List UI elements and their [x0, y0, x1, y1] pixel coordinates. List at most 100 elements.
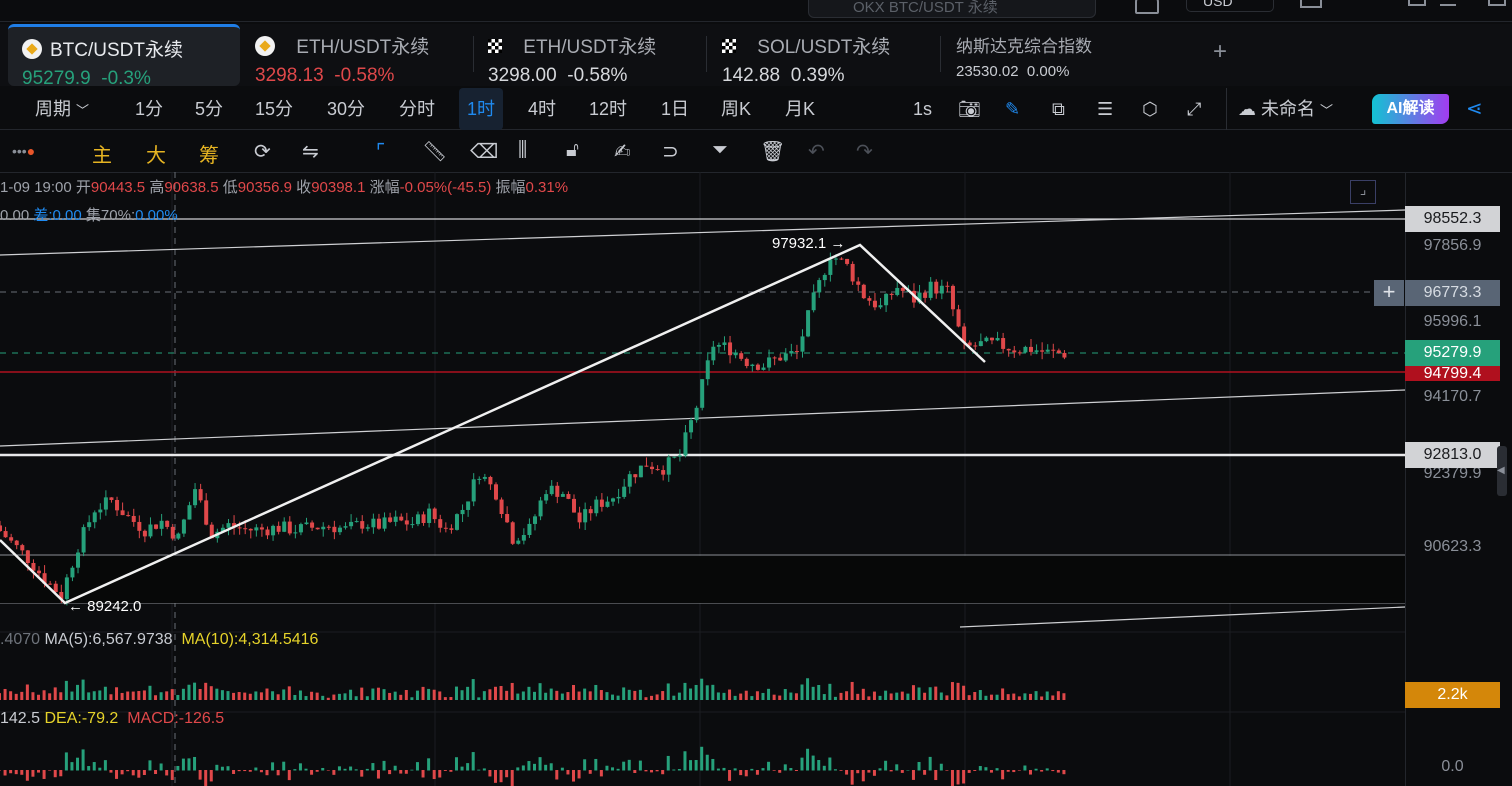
- interval-1s[interactable]: 1s: [913, 99, 933, 119]
- candle-body: [276, 525, 281, 532]
- bookmark-cursor-icon[interactable]: ⌜: [376, 141, 386, 163]
- candle-body: [566, 494, 571, 499]
- candles-icon[interactable]: ⫼: [518, 139, 528, 161]
- volume-bar: [872, 691, 876, 700]
- macd-bar: [889, 770, 893, 772]
- crosshair-price-badge: 96773.3: [1405, 280, 1500, 306]
- tab-nasdaq[interactable]: 纳斯达克综合指数 23530.02 0.00%: [956, 24, 1176, 86]
- add-tab-button[interactable]: +: [1213, 38, 1228, 65]
- add-window-icon[interactable]: ⧉: [1052, 99, 1065, 119]
- settings-hexagon-icon[interactable]: ⬡: [1142, 99, 1158, 119]
- period-4[interactable]: 分时: [399, 99, 435, 119]
- filter-icon[interactable]: ⏷: [712, 139, 728, 161]
- layout-save-dropdown[interactable]: ☁ 未命名 ﹀: [1238, 88, 1333, 130]
- tab-eth-usdt-okx[interactable]: ETH/USDT永续 3298.00 -0.58%: [488, 24, 698, 86]
- candle-body: [1040, 350, 1045, 352]
- candlestick-chart[interactable]: 97932.1 → ← 89242.0: [0, 172, 1500, 786]
- list-icon[interactable]: ☰: [1097, 99, 1114, 119]
- magnet-icon[interactable]: ⊃: [662, 141, 679, 163]
- volume-bar: [326, 697, 330, 700]
- bell-icon[interactable]: [1135, 0, 1159, 14]
- volume-bar: [215, 688, 219, 700]
- eraser-icon[interactable]: ⌫: [470, 141, 499, 163]
- layout-icon[interactable]: [1300, 0, 1322, 8]
- redo-icon[interactable]: ↷: [856, 141, 873, 163]
- collapse-panel-handle[interactable]: ◀: [1497, 446, 1507, 496]
- candle-body: [700, 379, 705, 408]
- candle-body: [493, 484, 498, 500]
- macd-bar: [148, 760, 152, 771]
- chips-button[interactable]: 筹: [199, 145, 219, 167]
- volume-bar: [1051, 695, 1055, 700]
- volume-bar: [137, 691, 141, 700]
- period-0[interactable]: 1分: [135, 99, 164, 119]
- tab-btc-usdt[interactable]: BTC/USDT永续 95279.9 -0.3%: [8, 24, 240, 89]
- candle-body: [92, 512, 97, 523]
- currency-select[interactable]: USD: [1186, 0, 1274, 12]
- fullscreen-icon[interactable]: ⤢: [1187, 99, 1202, 119]
- volume-bar: [499, 686, 503, 700]
- maximize-icon[interactable]: [1488, 0, 1506, 6]
- period-1[interactable]: 5分: [195, 99, 224, 119]
- trash-icon[interactable]: 🗑︎: [760, 141, 786, 163]
- price-axis[interactable]: [1405, 172, 1500, 786]
- search-input[interactable]: OKX BTC/USDT 永续: [808, 0, 1096, 18]
- open-label: 开: [75, 179, 91, 196]
- note-icon[interactable]: ✍: [614, 141, 631, 163]
- period-10[interactable]: 月K: [785, 99, 816, 119]
- volume-bar: [170, 689, 174, 700]
- share-icon[interactable]: ⋖: [1466, 98, 1483, 120]
- replay-icon[interactable]: ⟳: [254, 141, 271, 163]
- volume-bar: [978, 690, 982, 700]
- undo-icon[interactable]: ↶: [808, 141, 825, 163]
- macd-bar: [895, 764, 899, 771]
- tab-eth-usdt-binance[interactable]: ETH/USDT永续 3298.13 -0.58%: [255, 24, 465, 86]
- candle-body: [833, 258, 838, 260]
- macd-bar: [677, 768, 681, 771]
- camera-icon[interactable]: 📷︎: [958, 99, 981, 119]
- period-6[interactable]: 4时: [528, 99, 557, 119]
- macd-bar: [572, 770, 576, 782]
- macd-bar: [98, 767, 102, 771]
- macd-bar: [934, 770, 938, 781]
- period-9[interactable]: 周K: [721, 99, 752, 119]
- candle-body: [599, 499, 604, 507]
- compare-icon[interactable]: ⇋: [302, 141, 319, 163]
- lock-icon[interactable]: 🔓︎: [566, 139, 579, 161]
- candle-body: [154, 524, 159, 529]
- macd-bar: [683, 751, 687, 771]
- ai-interpret-button[interactable]: AI解读: [1372, 94, 1449, 124]
- macd-bar: [488, 770, 492, 777]
- volume-bar: [1056, 691, 1060, 700]
- candle-body: [817, 280, 822, 293]
- add-alert-plus-button[interactable]: +: [1374, 280, 1404, 306]
- macd-bar: [722, 767, 726, 771]
- big-order-button[interactable]: 大: [146, 145, 166, 167]
- volume-bar: [521, 691, 525, 700]
- volume-bar: [794, 693, 798, 700]
- pencil-icon[interactable]: ✎: [1005, 99, 1021, 119]
- candle-body: [800, 336, 805, 352]
- expand-icon[interactable]: ⌟: [1350, 180, 1376, 204]
- main-indicator-button[interactable]: 主: [92, 145, 112, 167]
- period-8[interactable]: 1日: [661, 99, 690, 119]
- period-2[interactable]: 15分: [255, 99, 294, 119]
- candle-body: [1051, 349, 1056, 351]
- tab-sol-usdt[interactable]: SOL/USDT永续 142.88 0.39%: [722, 24, 932, 86]
- ruler-icon[interactable]: 📏︎: [422, 141, 448, 163]
- period-7[interactable]: 12时: [589, 99, 628, 119]
- period-5[interactable]: 1时: [459, 88, 504, 130]
- volume-bar: [934, 686, 938, 700]
- minimize-icon[interactable]: [1440, 4, 1456, 6]
- period-dropdown[interactable]: 周期 ﹀: [35, 88, 89, 130]
- volume-bar: [767, 688, 771, 700]
- tab-price: 23530.02: [956, 63, 1019, 80]
- volume-bar: [64, 680, 68, 700]
- macd-bar: [399, 770, 403, 774]
- period-3[interactable]: 30分: [327, 99, 366, 119]
- more-icon[interactable]: •••●: [12, 143, 36, 159]
- window-restore-icon[interactable]: [1408, 0, 1426, 6]
- macd-bar: [187, 758, 191, 771]
- macd-bar: [371, 763, 375, 771]
- macd-bar: [828, 757, 832, 771]
